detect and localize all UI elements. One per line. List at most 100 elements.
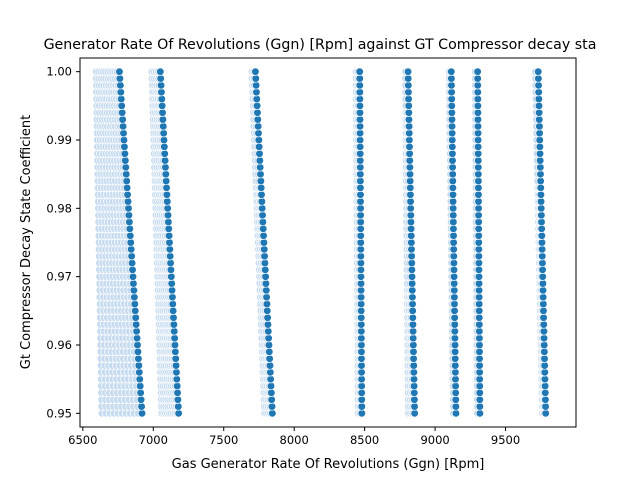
data-point	[535, 149, 545, 158]
data-point	[539, 334, 549, 343]
data-point	[537, 238, 547, 247]
data-point	[405, 163, 415, 172]
data-point	[117, 101, 126, 110]
data-point	[448, 135, 457, 145]
data-point	[474, 211, 483, 220]
data-point	[115, 74, 125, 83]
data-point	[254, 135, 263, 145]
data-point	[408, 293, 417, 302]
data-point	[264, 327, 273, 336]
y-tick-label: 0.96	[46, 338, 72, 352]
data-point	[450, 279, 459, 288]
data-point	[259, 231, 268, 240]
data-point	[356, 265, 366, 274]
data-point	[265, 361, 275, 370]
data-point	[473, 101, 483, 110]
data-point	[536, 176, 545, 186]
data-point	[255, 149, 264, 158]
data-point	[252, 88, 261, 97]
data-point	[535, 129, 544, 138]
data-point	[473, 108, 483, 117]
data-point	[253, 122, 263, 131]
data-point	[540, 361, 549, 370]
data-point	[536, 197, 546, 206]
data-point	[125, 224, 134, 233]
data-point	[475, 381, 484, 391]
data-point	[473, 129, 483, 138]
data-point	[406, 204, 415, 213]
data-point	[540, 368, 549, 377]
data-point	[474, 265, 484, 274]
data-point	[135, 368, 144, 377]
data-point	[451, 381, 460, 391]
data-point	[255, 156, 264, 165]
data-point	[136, 395, 146, 404]
data-point	[124, 211, 134, 220]
data-point	[475, 347, 484, 356]
data-point	[536, 156, 545, 165]
data-point	[115, 67, 124, 76]
x-tick-label: 8000	[280, 433, 309, 447]
data-point	[406, 183, 415, 192]
data-point	[159, 135, 169, 145]
data-point	[449, 252, 458, 261]
data-point	[265, 354, 274, 363]
data-point	[447, 81, 456, 90]
data-point	[262, 299, 272, 309]
data-point	[407, 265, 417, 274]
data-point	[473, 142, 483, 151]
data-point	[357, 313, 366, 322]
data-point	[356, 299, 366, 309]
data-point	[357, 402, 366, 411]
data-point	[260, 258, 270, 268]
data-point	[474, 156, 483, 165]
data-point	[168, 299, 177, 309]
data-point	[474, 204, 483, 213]
data-point	[409, 368, 419, 377]
data-point	[116, 81, 125, 90]
data-point	[252, 101, 262, 110]
data-point	[117, 94, 126, 104]
data-point	[166, 252, 175, 261]
data-point	[537, 245, 547, 254]
data-point	[540, 381, 550, 391]
data-point	[534, 81, 543, 90]
data-point	[448, 149, 457, 158]
data-point	[127, 252, 136, 261]
data-point	[408, 299, 417, 309]
data-point	[173, 395, 183, 404]
y-tick-label: 0.99	[46, 133, 72, 147]
data-point	[156, 67, 165, 76]
data-point	[534, 101, 544, 110]
data-point	[268, 409, 277, 418]
data-point	[355, 74, 364, 83]
data-point	[451, 368, 460, 377]
data-point	[449, 217, 458, 227]
data-point	[357, 334, 366, 343]
data-point	[449, 265, 459, 274]
data-point	[259, 224, 268, 233]
data-point	[157, 88, 166, 97]
data-point	[266, 375, 275, 384]
data-point	[125, 217, 134, 227]
data-point	[451, 361, 460, 370]
data-point	[254, 142, 264, 151]
data-point	[163, 197, 172, 206]
data-point	[534, 94, 543, 104]
data-point	[132, 334, 142, 343]
data-point	[538, 279, 548, 288]
data-point	[356, 204, 365, 213]
data-point	[409, 340, 418, 350]
data-point	[473, 135, 483, 145]
data-point	[410, 388, 419, 397]
data-point	[167, 279, 176, 288]
data-point	[135, 375, 144, 384]
data-point	[120, 142, 129, 151]
data-point	[261, 265, 270, 274]
data-point	[404, 94, 413, 104]
data-point	[474, 217, 483, 227]
data-point	[357, 340, 366, 350]
data-point	[475, 334, 484, 343]
data-points	[92, 67, 550, 418]
